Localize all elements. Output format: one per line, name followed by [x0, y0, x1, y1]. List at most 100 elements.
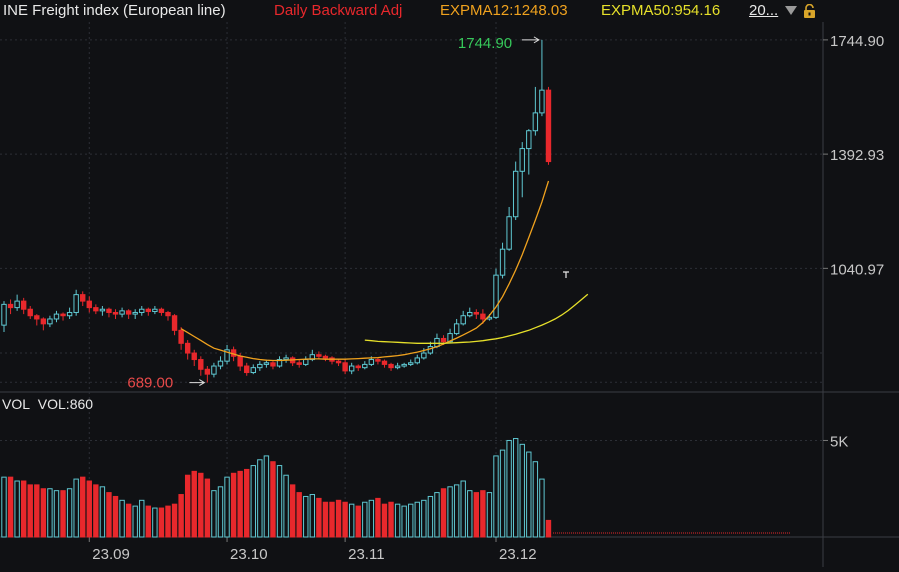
volume-label: VOL — [2, 396, 31, 412]
candle-body — [1, 303, 7, 326]
chart-header: INE Freight index (European line) Daily … — [0, 0, 899, 22]
chevron-down-icon[interactable] — [785, 6, 797, 15]
volume-bar — [381, 503, 388, 538]
time-tick-label: 23.10 — [230, 546, 268, 563]
candle-body — [388, 363, 394, 369]
volume-bar — [303, 495, 309, 538]
candle-body — [171, 315, 178, 331]
volume-bar — [27, 484, 33, 538]
candle-body — [145, 308, 152, 313]
ema50-legend: EXPMA50:954.16 — [601, 2, 721, 19]
volume-bar — [139, 499, 145, 538]
candle-body — [263, 362, 270, 365]
volume-bar — [152, 507, 158, 538]
candle-body — [237, 355, 243, 367]
volume-tick-label: 5K — [830, 433, 848, 450]
volume-bar — [230, 472, 237, 538]
volume-header: VOL VOL:860 — [2, 396, 93, 412]
candle-body — [132, 311, 138, 315]
volume-bar — [119, 499, 125, 538]
candle-body — [296, 362, 302, 365]
candle-body — [20, 300, 27, 310]
time-tick-label: 23.09 — [92, 546, 130, 563]
instrument-title: INE Freight index (European line) — [3, 2, 226, 19]
low-price-arrow — [189, 379, 206, 387]
volume-value: VOL:860 — [37, 396, 94, 412]
volume-bar — [322, 501, 329, 538]
volume-bar — [388, 501, 394, 538]
volume-bar — [545, 519, 552, 538]
volume-bar — [362, 501, 368, 538]
candle-body — [512, 170, 519, 218]
volume-bar — [316, 497, 322, 538]
volume-bar — [145, 505, 152, 538]
candle-body — [47, 318, 53, 325]
candle-body — [480, 313, 486, 320]
volume-bar — [447, 486, 453, 538]
adjustment-mode[interactable]: Daily Backward Adj — [274, 2, 403, 19]
candle-body — [191, 352, 197, 361]
volume-bar — [355, 505, 361, 538]
time-tick-label: 23.12 — [499, 546, 537, 563]
volume-bar — [408, 503, 414, 538]
volume-bar — [493, 455, 499, 538]
volume-bar — [93, 484, 99, 538]
candle-body — [244, 365, 250, 374]
lock-icon[interactable] — [803, 4, 816, 18]
volume-bar — [211, 490, 217, 538]
volume-bar — [80, 476, 86, 538]
candle-body — [80, 294, 86, 302]
candle-body — [198, 359, 204, 370]
candle-body — [316, 354, 322, 357]
volume-bar — [539, 478, 545, 538]
volume-bar — [99, 486, 106, 538]
more-indicators-link[interactable]: 20... — [749, 2, 779, 19]
volume-bar — [348, 503, 355, 538]
volume-bar — [486, 492, 493, 538]
candle-body — [283, 357, 289, 361]
volume-bar — [250, 465, 256, 538]
volume-bar — [283, 474, 289, 538]
candle-body — [106, 308, 112, 313]
candle-body — [362, 363, 368, 369]
candle-body — [178, 329, 184, 344]
volume-bar — [191, 470, 197, 538]
candle-body — [34, 315, 40, 320]
price-tick-label: 1040.97 — [830, 261, 884, 278]
volume-bar — [263, 455, 270, 538]
volume-bar — [296, 492, 302, 538]
candle-body — [335, 360, 342, 364]
volume-bar — [453, 484, 460, 538]
volume-bar — [427, 495, 434, 538]
candle-body — [158, 308, 165, 313]
candle-body — [276, 359, 283, 367]
volume-bar — [473, 492, 480, 538]
volume-bar — [14, 480, 20, 538]
volume-bar — [440, 488, 447, 538]
high-price-label: 1744.90 — [458, 35, 512, 52]
volume-bar — [237, 470, 243, 538]
candle-body — [526, 130, 532, 150]
volume-bar — [434, 492, 440, 538]
candle-body — [493, 274, 499, 318]
price-tick-label: 1392.93 — [830, 147, 884, 164]
volume-bar — [66, 488, 73, 538]
volume-bar — [460, 480, 466, 538]
volume-bar — [519, 443, 525, 538]
volume-bar — [342, 501, 348, 538]
candle-body — [99, 308, 106, 312]
volume-bar — [1, 476, 7, 538]
candle-body — [73, 294, 79, 313]
candle-body — [368, 359, 375, 365]
candle-body — [125, 310, 132, 315]
candle-body — [93, 307, 99, 312]
volume-bar — [368, 499, 375, 538]
volume-bar — [158, 507, 165, 538]
volume-bar — [7, 476, 14, 538]
candle-body — [322, 355, 329, 359]
volume-bar — [198, 472, 204, 538]
volume-bar — [86, 480, 92, 538]
candle-body — [211, 365, 217, 375]
